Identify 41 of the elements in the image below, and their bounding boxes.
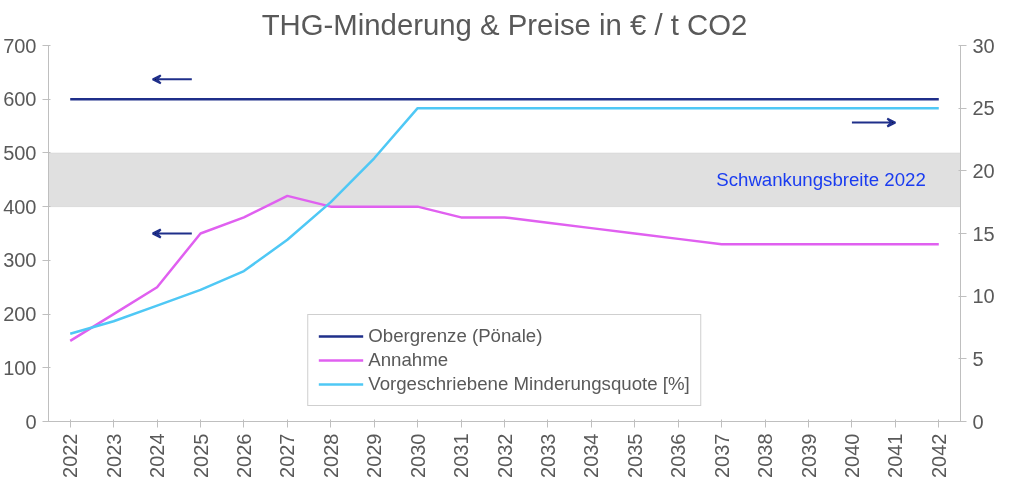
- x-tick-label: 2042: [927, 433, 950, 478]
- x-tick-label: 2023: [102, 433, 125, 478]
- legend-label: Annahme: [368, 349, 449, 371]
- y2-tick-label: 5: [972, 347, 984, 370]
- y-tick-label: 700: [3, 34, 37, 57]
- y-tick-label: 100: [3, 356, 37, 379]
- x-tick-label: 2029: [363, 433, 386, 478]
- x-tick-label: 2036: [667, 433, 690, 478]
- x-tick-label: 2032: [493, 433, 516, 478]
- y-tick-label: 0: [25, 410, 37, 433]
- x-tick-label: 2041: [884, 433, 907, 478]
- y-tick-label: 600: [3, 88, 37, 111]
- x-tick-label: 2026: [232, 433, 255, 478]
- x-tick-label: 2040: [840, 433, 863, 478]
- y2-tick-label: 15: [972, 222, 995, 245]
- x-tick-label: 2037: [710, 433, 733, 478]
- y-tick-label: 500: [3, 141, 37, 164]
- x-tick-label: 2033: [536, 433, 559, 478]
- y-tick-label: 200: [3, 303, 37, 326]
- chart-title: THG-Minderung & Preise in € / t CO2: [261, 7, 748, 41]
- y2-tick-label: 20: [972, 159, 995, 182]
- y2-tick-label: 0: [972, 410, 984, 433]
- y2-tick-label: 10: [972, 285, 995, 308]
- legend-label: Vorgeschriebene Minderungsquote [%]: [368, 373, 690, 395]
- y-tick-label: 400: [3, 195, 37, 218]
- x-tick-label: 2025: [189, 433, 212, 478]
- y2-tick-label: 30: [972, 34, 995, 57]
- x-tick-label: 2024: [146, 433, 169, 478]
- y-tick-label: 300: [3, 249, 37, 272]
- x-tick-label: 2034: [580, 433, 603, 478]
- band-label: Schwankungsbreite 2022: [716, 169, 926, 191]
- y2-tick-label: 25: [972, 97, 995, 120]
- x-tick-label: 2030: [406, 433, 429, 478]
- x-tick-label: 2035: [623, 433, 646, 478]
- x-tick-label: 2028: [319, 433, 342, 478]
- legend-label: Obergrenze (Pönale): [368, 325, 543, 347]
- x-tick-label: 2031: [450, 433, 473, 478]
- x-tick-label: 2038: [754, 433, 777, 478]
- x-tick-label: 2022: [59, 433, 82, 478]
- x-tick-label: 2039: [797, 433, 820, 478]
- x-tick-label: 2027: [276, 433, 299, 478]
